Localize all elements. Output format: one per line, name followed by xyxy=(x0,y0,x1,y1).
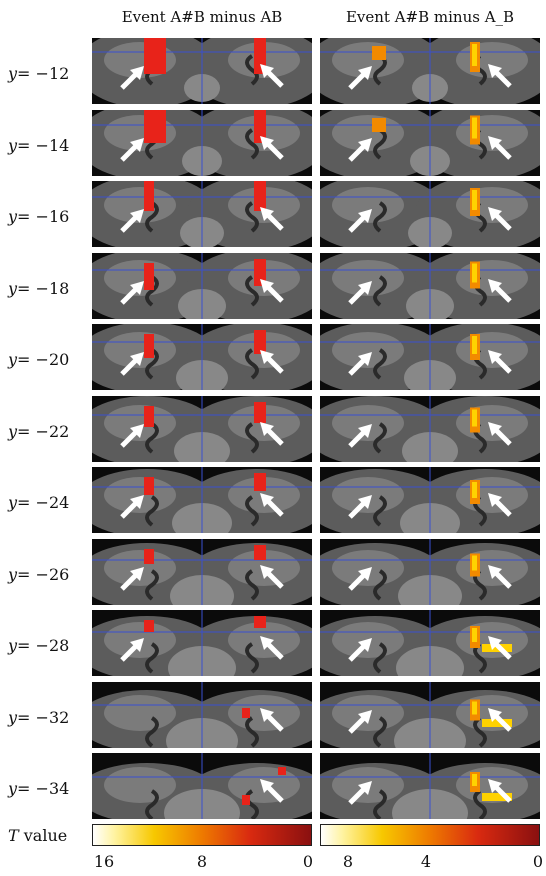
colorbar-right-tick-zero: 0 xyxy=(532,852,544,871)
column-title-right: Event A#B minus A_B xyxy=(345,8,515,26)
column-title-left: Event A#B minus AB xyxy=(121,8,283,26)
slice-left-1 xyxy=(92,110,312,176)
slice-left-2 xyxy=(92,181,312,247)
colorbar-right xyxy=(320,824,540,846)
row-label: y = −18 xyxy=(0,253,86,323)
row-label-var: y xyxy=(8,564,18,584)
row-label: y = −26 xyxy=(0,539,86,609)
row-label-var: y xyxy=(8,63,18,83)
colorbar-left-tick-zero: 0 xyxy=(302,852,314,871)
row-label: y = −20 xyxy=(0,324,86,394)
slice-right-4 xyxy=(320,324,540,390)
row-label: y = −34 xyxy=(0,753,86,823)
row-label-value: = −20 xyxy=(17,349,70,369)
row-label-var: y xyxy=(8,635,18,655)
colorbar-right-tick-mid: 4 xyxy=(420,852,432,871)
colorbar-title: T value xyxy=(8,826,67,845)
row-label: y = −12 xyxy=(0,38,86,108)
slice-right-7 xyxy=(320,539,540,605)
slice-right-6 xyxy=(320,467,540,533)
row-label: y = −32 xyxy=(0,682,86,752)
slice-left-6 xyxy=(92,467,312,533)
row-label: y = −14 xyxy=(0,110,86,180)
row-label: y = −16 xyxy=(0,181,86,251)
slice-left-10 xyxy=(92,753,312,819)
slice-left-4 xyxy=(92,324,312,390)
slice-right-5 xyxy=(320,396,540,462)
row-label-value: = −16 xyxy=(17,206,70,226)
slice-left-9 xyxy=(92,682,312,748)
row-label-var: y xyxy=(8,206,18,226)
row-label-var: y xyxy=(8,135,18,155)
row-label-value: = −12 xyxy=(17,63,70,83)
row-label-value: = −22 xyxy=(17,421,70,441)
slice-right-0 xyxy=(320,38,540,104)
slice-right-2 xyxy=(320,181,540,247)
colorbar-left-tick-mid: 8 xyxy=(196,852,208,871)
colorbar-left-tick-high: 16 xyxy=(93,852,115,871)
row-label-value: = −32 xyxy=(17,707,70,727)
row-label-var: y xyxy=(8,778,18,798)
slice-right-3 xyxy=(320,253,540,319)
slice-left-3 xyxy=(92,253,312,319)
colorbar-title-text: value xyxy=(18,826,68,845)
row-label: y = −22 xyxy=(0,396,86,466)
row-label-var: y xyxy=(8,278,18,298)
slice-left-7 xyxy=(92,539,312,605)
colorbar-right-tick-high: 8 xyxy=(342,852,354,871)
row-label-value: = −24 xyxy=(17,492,70,512)
row-label-value: = −26 xyxy=(17,564,70,584)
row-label: y = −24 xyxy=(0,467,86,537)
slice-right-9 xyxy=(320,682,540,748)
row-label-value: = −18 xyxy=(17,278,70,298)
slice-left-0 xyxy=(92,38,312,104)
slice-right-8 xyxy=(320,610,540,676)
row-label-var: y xyxy=(8,492,18,512)
slice-right-10 xyxy=(320,753,540,819)
row-label-value: = −34 xyxy=(17,778,70,798)
colorbar-title-var: T xyxy=(8,826,19,845)
row-label-var: y xyxy=(8,421,18,441)
slice-right-1 xyxy=(320,110,540,176)
colorbar-left xyxy=(92,824,312,846)
row-label: y = −28 xyxy=(0,610,86,680)
slice-left-8 xyxy=(92,610,312,676)
row-label-var: y xyxy=(8,707,18,727)
row-label-var: y xyxy=(8,349,18,369)
row-label-value: = −14 xyxy=(17,135,70,155)
row-label-value: = −28 xyxy=(17,635,70,655)
slice-left-5 xyxy=(92,396,312,462)
